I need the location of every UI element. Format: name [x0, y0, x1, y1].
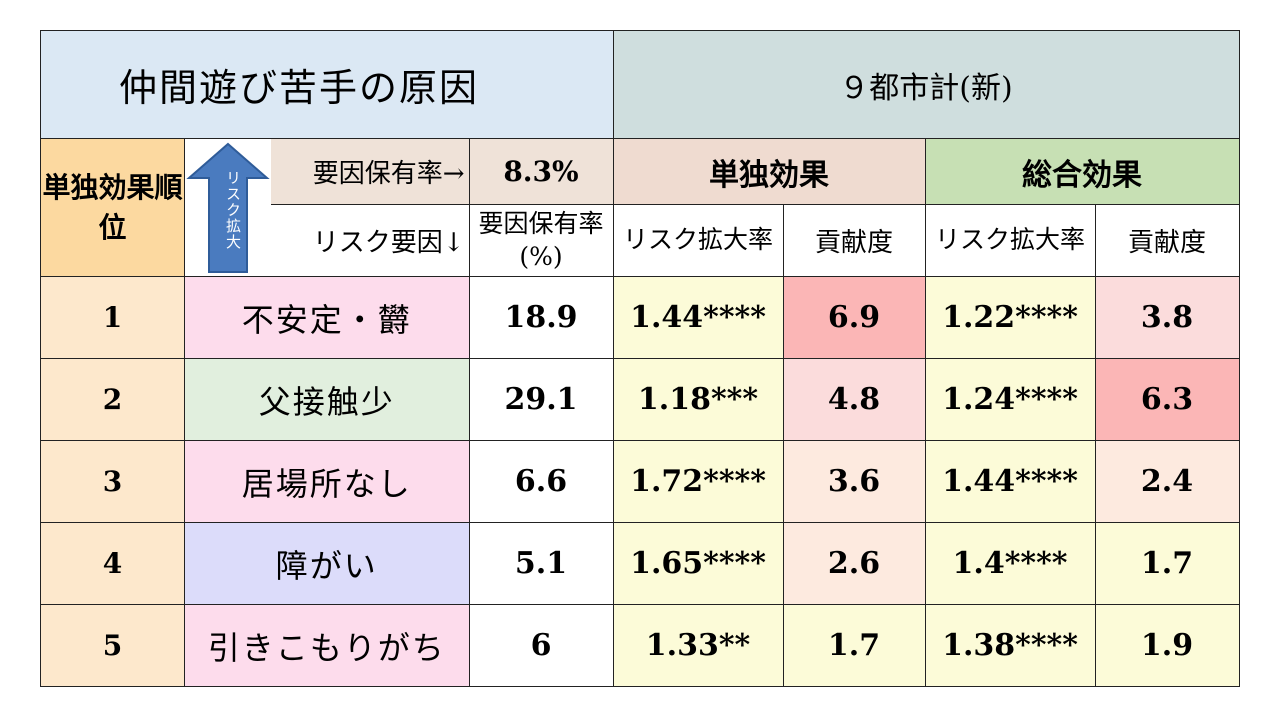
rank-cell: 2 [40, 358, 185, 441]
single-contribution-cell: 1.7 [782, 604, 926, 687]
single-risk-cell: 1.44**** [612, 276, 784, 359]
single-contribution-cell: 3.6 [782, 440, 926, 523]
rate-cell: 18.9 [468, 276, 614, 359]
single-risk-cell: 1.72**** [612, 440, 784, 523]
factor-cell: 父接触少 [184, 358, 470, 441]
total-risk-column-header: リスク拡大率 [924, 204, 1096, 277]
total-risk-cell: 1.22**** [924, 276, 1096, 359]
total-effect-header: 総合効果 [924, 138, 1240, 205]
single-contribution-cell: 4.8 [782, 358, 926, 441]
rate-cell: 6 [468, 604, 614, 687]
risk-factor-label: リスク要因↓ [271, 204, 470, 277]
single-risk-cell: 1.18*** [612, 358, 784, 441]
single-contribution-column-header: 貢献度 [782, 204, 926, 277]
factor-cell: 障がい [184, 522, 470, 605]
risk-factor-table-container: 仲間遊び苦手の原因 ９都市計(新) 単独効果順位 リスク拡大 要因保有率→ 8.… [40, 30, 1240, 687]
rank-cell: 4 [40, 522, 185, 605]
total-risk-cell: 1.4**** [924, 522, 1096, 605]
total-contribution-cell: 6.3 [1094, 358, 1240, 441]
risk-expansion-arrow: リスク拡大 [185, 142, 271, 274]
total-risk-cell: 1.38**** [924, 604, 1096, 687]
arrow-cell: リスク拡大 [184, 138, 271, 277]
total-risk-cell: 1.24**** [924, 358, 1096, 441]
total-contribution-cell: 1.9 [1094, 604, 1240, 687]
up-arrow-icon [186, 142, 270, 273]
total-contribution-column-header: 貢献度 [1094, 204, 1240, 277]
rank-header: 単独効果順位 [40, 138, 185, 277]
factor-cell: 居場所なし [184, 440, 470, 523]
table-row: 2 父接触少 29.1 1.18*** 4.8 1.24**** 6.3 [40, 358, 1240, 441]
rank-cell: 3 [40, 440, 185, 523]
table-row: 4 障がい 5.1 1.65**** 2.6 1.4**** 1.7 [40, 522, 1240, 605]
rank-cell: 1 [40, 276, 185, 359]
risk-factor-table: 仲間遊び苦手の原因 ９都市計(新) 単独効果順位 リスク拡大 要因保有率→ 8.… [40, 30, 1240, 687]
table-row: 1 不安定・欝 18.9 1.44**** 6.9 1.22**** 3.8 [40, 276, 1240, 359]
single-contribution-cell: 2.6 [782, 522, 926, 605]
total-contribution-cell: 1.7 [1094, 522, 1240, 605]
total-risk-cell: 1.44**** [924, 440, 1096, 523]
factor-rate-column-header: 要因保有率(%) [468, 204, 614, 277]
table-row: 5 引きこもりがち 6 1.33** 1.7 1.38**** 1.9 [40, 604, 1240, 687]
single-effect-header: 単独効果 [612, 138, 926, 205]
rate-cell: 29.1 [468, 358, 614, 441]
rate-cell: 5.1 [468, 522, 614, 605]
factor-rate-value: 8.3% [468, 138, 614, 205]
factor-cell: 引きこもりがち [184, 604, 470, 687]
table-title: 仲間遊び苦手の原因 [40, 30, 614, 139]
single-contribution-cell: 6.9 [782, 276, 926, 359]
factor-rate-label: 要因保有率→ [271, 138, 470, 205]
total-contribution-cell: 2.4 [1094, 440, 1240, 523]
table-row: 3 居場所なし 6.6 1.72**** 3.6 1.44**** 2.4 [40, 440, 1240, 523]
rate-cell: 6.6 [468, 440, 614, 523]
region-title: ９都市計(新) [612, 30, 1240, 139]
factor-cell: 不安定・欝 [184, 276, 470, 359]
total-contribution-cell: 3.8 [1094, 276, 1240, 359]
single-risk-column-header: リスク拡大率 [612, 204, 784, 277]
single-risk-cell: 1.33** [612, 604, 784, 687]
arrow-label: リスク拡大 [224, 169, 242, 250]
rank-cell: 5 [40, 604, 185, 687]
single-risk-cell: 1.65**** [612, 522, 784, 605]
